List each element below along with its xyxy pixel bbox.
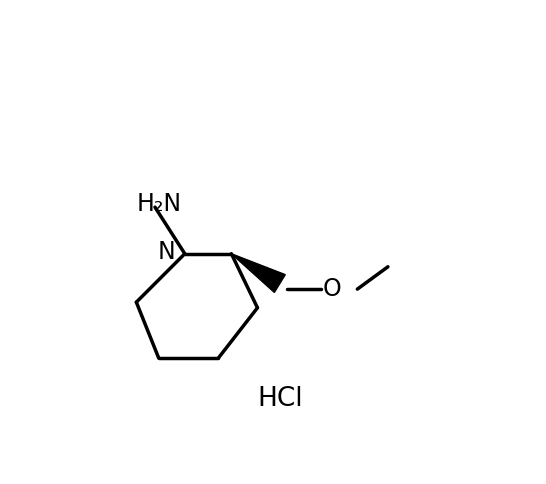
Text: O: O [323,277,341,301]
Text: HCl: HCl [257,386,302,412]
Text: N: N [158,240,175,264]
Text: H₂N: H₂N [136,192,181,216]
Polygon shape [232,254,286,292]
